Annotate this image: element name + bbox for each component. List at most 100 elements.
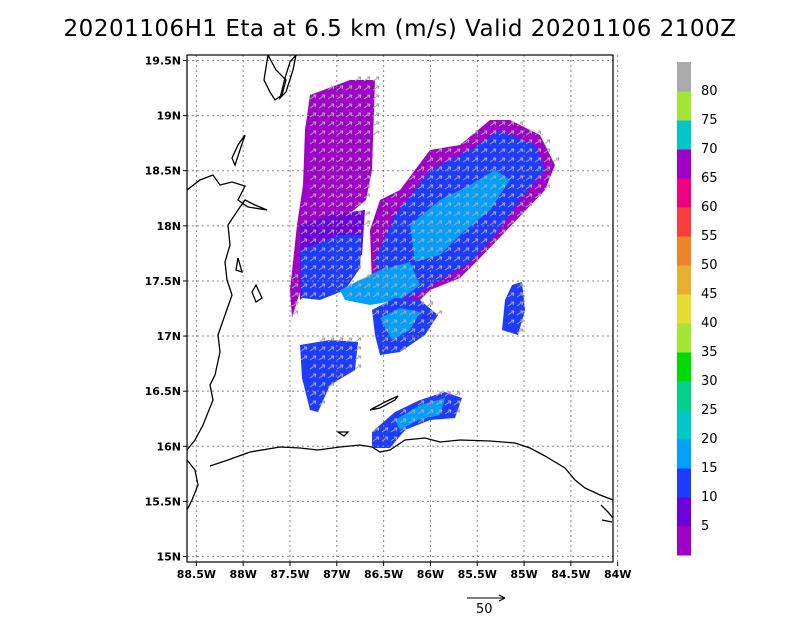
wind-arrow bbox=[453, 274, 461, 280]
lat-tick-label: 15.5N bbox=[145, 495, 181, 508]
wind-arrow bbox=[390, 427, 398, 433]
wind-arrow bbox=[363, 121, 371, 127]
wind-arrow bbox=[381, 328, 389, 334]
wind-arrow bbox=[291, 292, 299, 298]
wind-arrow bbox=[453, 148, 461, 154]
wind-arrow bbox=[498, 202, 506, 208]
wind-arrow bbox=[318, 292, 326, 298]
wind-arrow bbox=[381, 229, 389, 235]
wind-arrow bbox=[381, 274, 389, 280]
wind-arrow bbox=[498, 166, 506, 172]
wind-region bbox=[410, 170, 510, 262]
wind-arrow bbox=[399, 238, 407, 244]
lat-tick-label: 17N bbox=[156, 330, 181, 343]
wind-arrow bbox=[444, 184, 452, 190]
wind-arrow bbox=[399, 409, 407, 415]
wind-arrow bbox=[318, 256, 326, 262]
wind-arrow bbox=[435, 229, 443, 235]
wind-arrow bbox=[399, 283, 407, 289]
wind-arrow bbox=[552, 157, 560, 163]
wind-arrow bbox=[444, 211, 452, 217]
wind-arrow bbox=[318, 247, 326, 253]
wind-arrow bbox=[480, 220, 488, 226]
wind-arrow bbox=[381, 319, 389, 325]
wind-arrow bbox=[381, 211, 389, 217]
wind-arrow bbox=[408, 202, 416, 208]
wind-arrow bbox=[462, 148, 470, 154]
wind-arrow bbox=[345, 346, 353, 352]
colorbar-label: 60 bbox=[701, 200, 718, 215]
wind-arrow bbox=[408, 175, 416, 181]
wind-arrow bbox=[489, 121, 497, 127]
wind-arrow bbox=[318, 355, 326, 361]
wind-arrow bbox=[534, 193, 542, 199]
wind-arrow bbox=[318, 139, 326, 145]
wind-arrow bbox=[390, 292, 398, 298]
wind-arrow bbox=[345, 94, 353, 100]
colorbar-label: 75 bbox=[701, 113, 718, 128]
wind-arrow bbox=[318, 391, 326, 397]
wind-arrow bbox=[498, 175, 506, 181]
wind-arrow bbox=[300, 346, 308, 352]
wind-region bbox=[395, 398, 445, 430]
wind-arrow bbox=[399, 229, 407, 235]
wind-arrow bbox=[372, 121, 380, 127]
wind-arrow bbox=[516, 319, 524, 325]
wind-region bbox=[502, 282, 525, 335]
wind-arrow bbox=[489, 238, 497, 244]
wind-arrow bbox=[453, 211, 461, 217]
lat-tick-label: 19.5N bbox=[145, 55, 181, 68]
wind-arrow bbox=[408, 184, 416, 190]
reference-arrow-label: 50 bbox=[476, 602, 493, 617]
wind-arrow bbox=[417, 175, 425, 181]
wind-arrow bbox=[354, 166, 362, 172]
wind-arrow bbox=[381, 346, 389, 352]
colorbar-label: 80 bbox=[701, 84, 718, 99]
wind-arrow bbox=[336, 364, 344, 370]
wind-arrow bbox=[363, 112, 371, 118]
wind-arrow bbox=[498, 148, 506, 154]
wind-arrow bbox=[390, 265, 398, 271]
wind-arrow bbox=[372, 112, 380, 118]
plot-frame bbox=[186, 54, 614, 563]
wind-arrow bbox=[372, 274, 380, 280]
wind-arrow bbox=[534, 130, 542, 136]
wind-arrow bbox=[354, 265, 362, 271]
wind-arrow bbox=[345, 229, 353, 235]
wind-arrow bbox=[309, 229, 317, 235]
wind-arrow bbox=[543, 148, 551, 154]
wind-arrow bbox=[417, 301, 425, 307]
wind-arrow bbox=[318, 346, 326, 352]
wind-arrow bbox=[399, 193, 407, 199]
wind-arrow bbox=[516, 130, 524, 136]
wind-arrow bbox=[327, 346, 335, 352]
wind-arrow bbox=[444, 220, 452, 226]
wind-arrow bbox=[300, 283, 308, 289]
wind-arrow bbox=[318, 130, 326, 136]
wind-arrow bbox=[480, 247, 488, 253]
wind-arrow bbox=[309, 112, 317, 118]
wind-arrow bbox=[408, 328, 416, 334]
wind-arrow bbox=[381, 220, 389, 226]
wind-arrow bbox=[318, 265, 326, 271]
wind-arrow bbox=[381, 310, 389, 316]
wind-arrow bbox=[318, 184, 326, 190]
wind-arrow bbox=[435, 238, 443, 244]
wind-arrow bbox=[498, 139, 506, 145]
colorbar-label: 30 bbox=[701, 374, 718, 389]
wind-arrow bbox=[327, 382, 335, 388]
wind-arrow bbox=[462, 265, 470, 271]
wind-arrow bbox=[498, 130, 506, 136]
wind-arrow bbox=[453, 184, 461, 190]
wind-arrow bbox=[354, 184, 362, 190]
wind-arrow bbox=[318, 121, 326, 127]
colorbar-swatch bbox=[677, 526, 691, 556]
wind-arrow bbox=[507, 139, 515, 145]
colorbar-label: 45 bbox=[701, 287, 718, 302]
wind-arrow bbox=[417, 283, 425, 289]
wind-arrow bbox=[372, 265, 380, 271]
wind-arrow bbox=[381, 202, 389, 208]
wind-arrow bbox=[516, 202, 524, 208]
wind-arrow bbox=[291, 283, 299, 289]
lat-tick-label: 18.5N bbox=[145, 165, 181, 178]
